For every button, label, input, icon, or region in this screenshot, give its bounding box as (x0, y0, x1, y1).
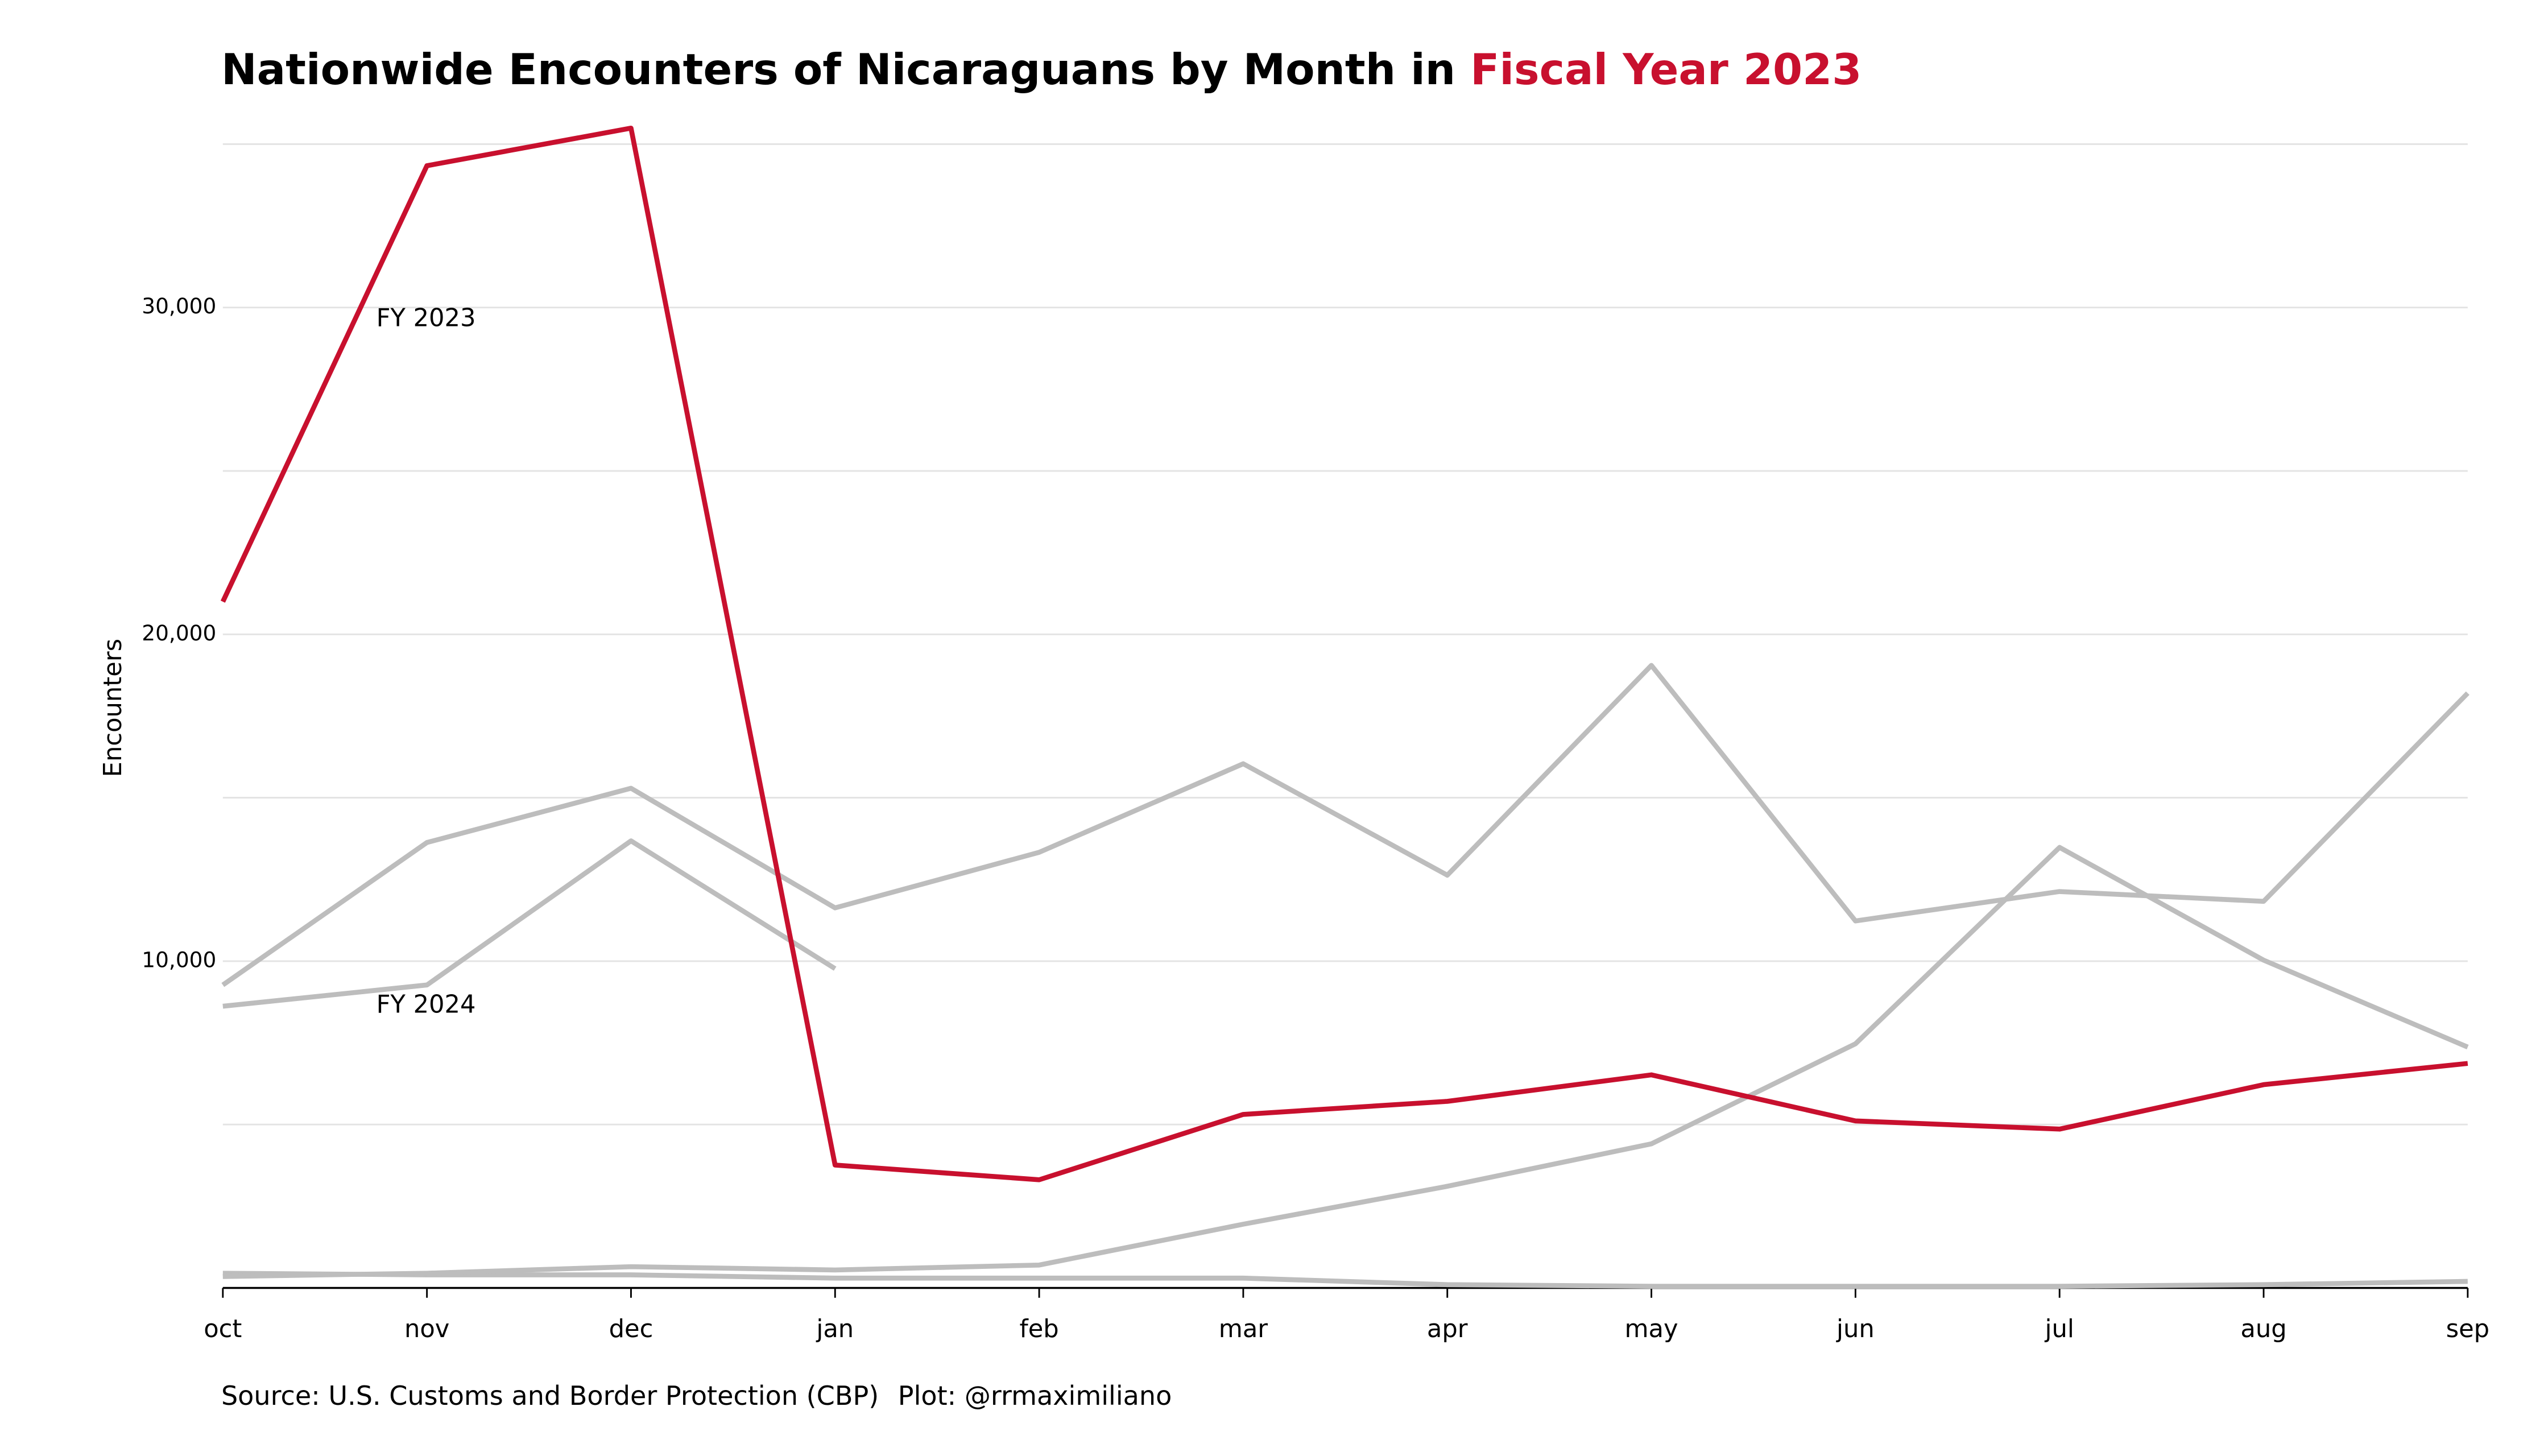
series-line (222, 845, 2469, 1279)
y-tick-label: 30,000 (142, 293, 216, 318)
series-line (221, 663, 2470, 987)
y-tick-label: 20,000 (142, 621, 216, 646)
x-tick-label: may (1624, 1315, 1678, 1343)
x-tick-label: jan (816, 1315, 854, 1343)
series-line (220, 125, 2468, 1182)
x-tick-label: apr (1427, 1315, 1468, 1343)
series-label: FY 2023 (377, 304, 476, 332)
x-tick-label: sep (2446, 1315, 2490, 1343)
chart-title: Nationwide Encounters of Nicaraguans by … (221, 44, 1862, 94)
x-tick-label: mar (1219, 1315, 1268, 1343)
title-main: Nationwide Encounters of Nicaraguans by … (221, 44, 1455, 94)
series-label: FY 2024 (377, 990, 476, 1019)
series-line (222, 838, 837, 1009)
y-tick-label: 10,000 (142, 947, 216, 972)
y-axis-label: Encounters (99, 639, 127, 777)
x-tick-label: feb (1019, 1315, 1058, 1343)
series-line (222, 1271, 2468, 1289)
x-tick-label: jul (2044, 1315, 2074, 1343)
credit: Plot: @rrmaximiliano (898, 1380, 1172, 1411)
title-highlight: Fiscal Year 2023 (1470, 44, 1862, 94)
source: Source: U.S. Customs and Border Protecti… (221, 1380, 879, 1411)
x-tick-label: jun (1836, 1315, 1875, 1343)
x-tick-label: oct (204, 1315, 242, 1343)
x-tick-label: dec (609, 1315, 653, 1343)
x-tick-label: nov (404, 1315, 449, 1343)
x-tick-label: aug (2240, 1315, 2286, 1343)
